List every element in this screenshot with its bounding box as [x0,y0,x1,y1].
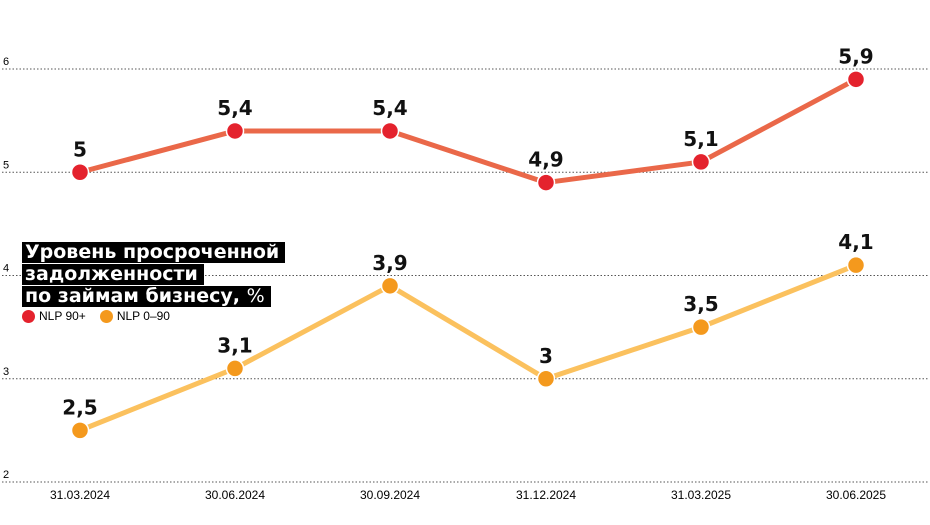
y-tick-label-6: 6 [3,56,9,68]
series-1-point-4 [691,317,711,337]
legend: NLP 90+ NLP 0–90 [22,309,184,323]
series-0-data-label-2: 5,4 [372,96,407,120]
series-line-0 [77,76,859,186]
y-tick-label-3: 3 [3,366,9,378]
series-1-data-label-5: 4,1 [838,230,873,254]
series-1-point-2 [380,276,400,296]
legend-label-nlp0-90: NLP 0–90 [116,309,170,323]
series-1-data-label-2: 3,9 [372,251,407,275]
series-0-point-2 [380,121,400,141]
x-tick-label-5: 30.06.2025 [826,488,886,502]
x-tick-label-3: 31.12.2024 [516,488,576,502]
title-line-3-text: по займам бизнесу, [25,285,240,307]
series-0-data-label-4: 5,1 [683,127,718,151]
legend-item-nlp90: NLP 90+ [22,309,86,323]
y-tick-label-5: 5 [3,159,9,171]
title-line-3: по займам бизнесу, % [22,286,271,307]
series-0-point-5 [846,70,866,89]
series-line-1 [77,262,859,433]
chart-title: Уровень просроченной задолженности по за… [22,242,286,308]
x-tick-label-0: 31.03.2024 [50,488,110,502]
x-tick-label-4: 31.03.2025 [671,488,731,502]
title-line-1: Уровень просроченной [22,242,286,263]
series-1-data-label-4: 3,5 [683,292,718,316]
series-1-point-1 [225,359,245,378]
series-0-point-3 [536,173,556,192]
title-line-2: задолженности [22,264,204,285]
x-tick-label-2: 30.09.2024 [360,488,420,502]
x-tick-label-1: 30.06.2024 [205,488,265,502]
series-0-point-0 [70,163,90,182]
legend-label-nlp90: NLP 90+ [39,309,86,323]
y-tick-label-2: 2 [3,469,9,481]
title-unit: % [246,285,265,307]
series-1-data-label-1: 3,1 [217,333,252,357]
series-1-data-label-3: 3 [539,344,553,368]
series-0-data-label-5: 5,9 [838,44,873,68]
legend-marker-nlp90 [22,309,35,323]
legend-item-nlp0-90: NLP 0–90 [99,309,170,323]
series-1-point-0 [70,421,90,440]
series-0-data-label-1: 5,4 [217,96,252,120]
series-0-data-label-0: 5 [73,137,87,161]
series-0-point-1 [225,121,245,141]
series-0-point-4 [691,152,711,172]
series-1-point-5 [846,255,866,275]
series-0-data-label-3: 4,9 [528,148,563,172]
legend-marker-nlp0-90 [99,309,113,323]
series-1-data-label-0: 2,5 [62,395,97,419]
series-1-point-3 [536,369,556,388]
y-tick-label-4: 4 [3,263,9,275]
